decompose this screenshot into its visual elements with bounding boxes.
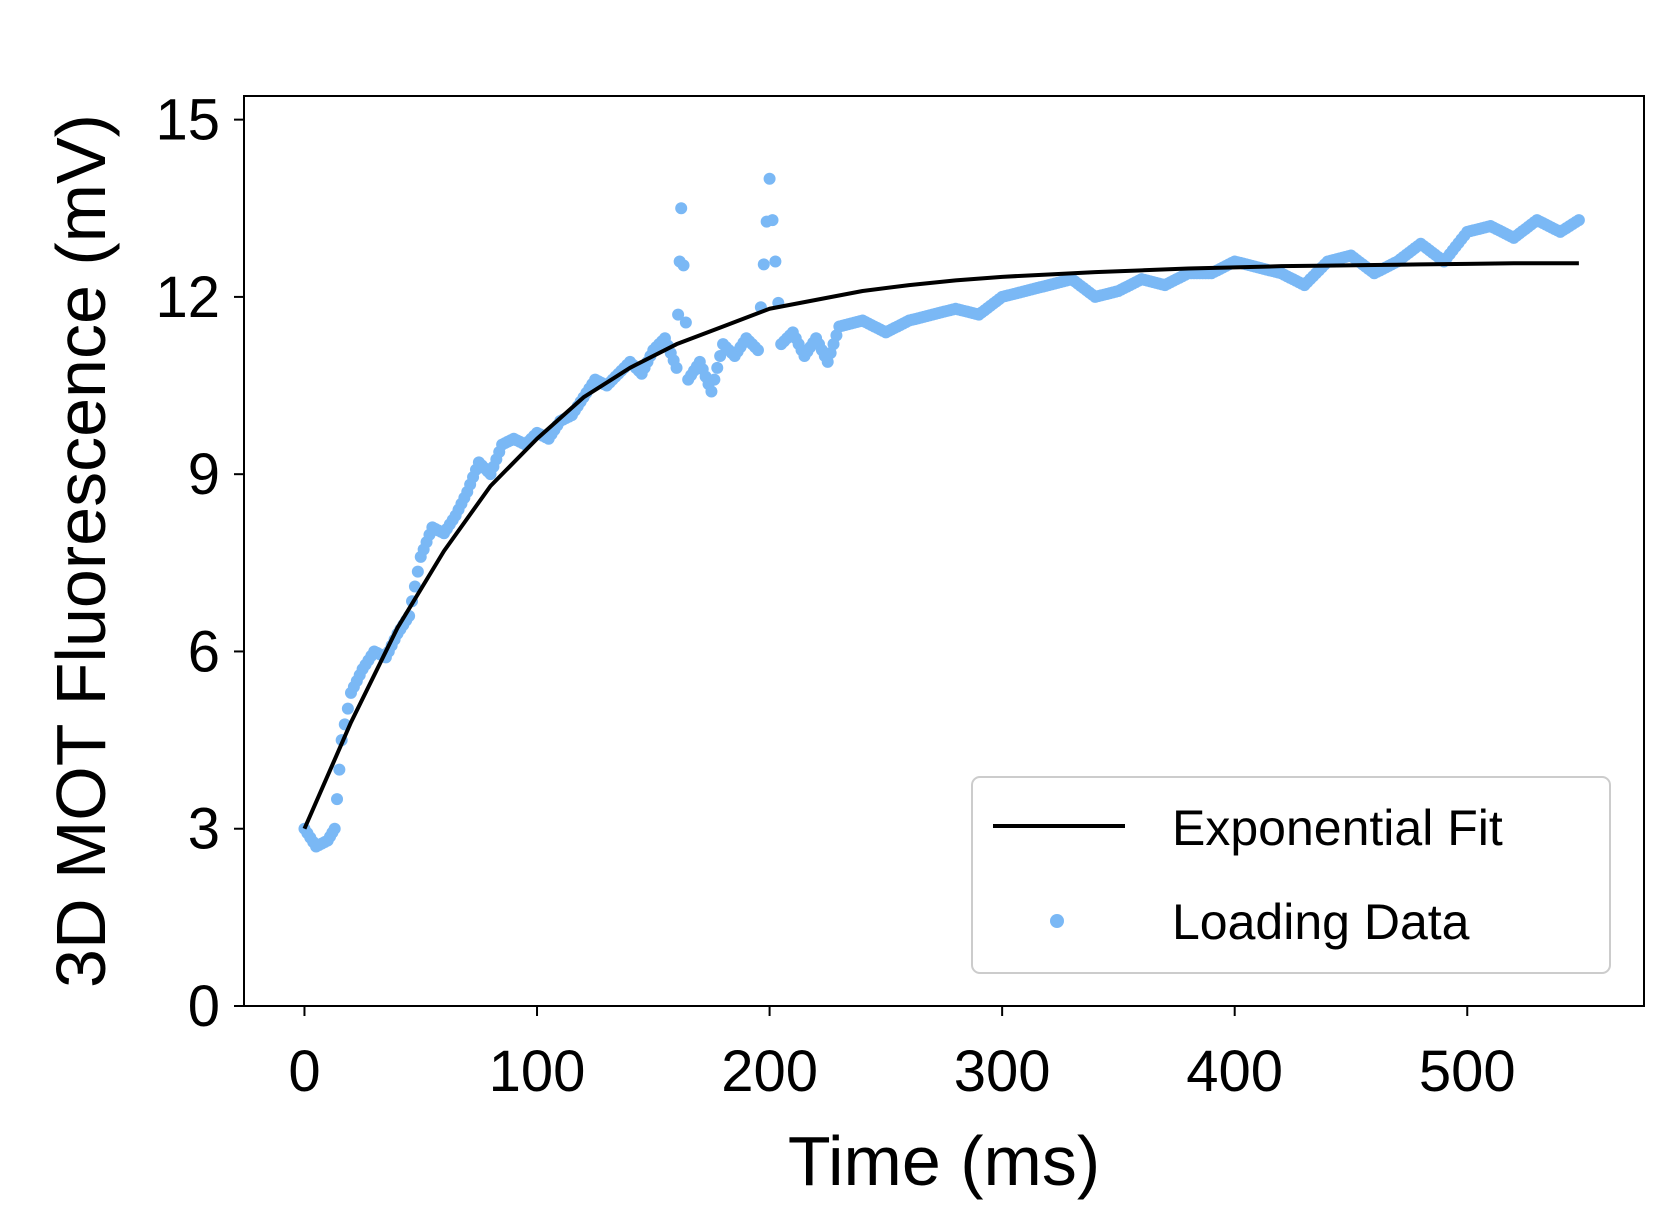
data-point (333, 763, 346, 776)
legend-data-swatch (1050, 914, 1064, 928)
data-point (679, 316, 692, 329)
x-tick-label: 200 (721, 1039, 818, 1104)
y-tick-label: 0 (188, 974, 220, 1039)
x-tick-label: 500 (1419, 1039, 1516, 1104)
data-point (331, 793, 344, 806)
data-point (328, 822, 341, 835)
y-axis-ticks: 0 3 6 9 12 15 (155, 88, 244, 1039)
y-tick-label: 6 (188, 619, 220, 684)
y-tick-label: 15 (155, 88, 220, 153)
x-tick-label: 300 (954, 1039, 1051, 1104)
data-point (711, 361, 724, 374)
legend: Exponential Fit Loading Data (971, 776, 1611, 974)
legend-fit-label: Exponential Fit (1172, 800, 1503, 856)
fit-line-layer (302, 261, 1579, 830)
data-point (341, 702, 354, 715)
exponential-fit-line (302, 261, 1579, 830)
data-point (751, 344, 764, 357)
x-axis-label: Time (ms) (788, 1122, 1100, 1200)
data-point (708, 373, 721, 386)
data-point (705, 385, 718, 398)
data-point (714, 350, 727, 362)
data-point (411, 565, 424, 578)
data-point (766, 214, 779, 227)
data-point (675, 202, 688, 215)
data-point (763, 172, 776, 185)
y-tick-label: 12 (155, 265, 220, 330)
data-point (408, 580, 421, 593)
data-point (670, 361, 683, 374)
data-point (672, 308, 685, 321)
x-tick-label: 400 (1186, 1039, 1283, 1104)
y-tick-label: 9 (188, 442, 220, 507)
data-point (769, 255, 782, 268)
x-tick-label: 0 (288, 1039, 320, 1104)
y-axis-label: 3D MOT Fluorescence (mV) (42, 114, 120, 988)
x-axis-ticks: 0 100 200 300 400 500 (288, 1006, 1516, 1104)
y-tick-label: 3 (188, 797, 220, 862)
legend-box (971, 776, 1611, 974)
plot-frame (243, 95, 1645, 1007)
data-point (677, 259, 690, 272)
data-point (757, 258, 770, 271)
data-point (1572, 214, 1585, 227)
x-tick-label: 100 (489, 1039, 586, 1104)
legend-data-label: Loading Data (1172, 894, 1470, 950)
